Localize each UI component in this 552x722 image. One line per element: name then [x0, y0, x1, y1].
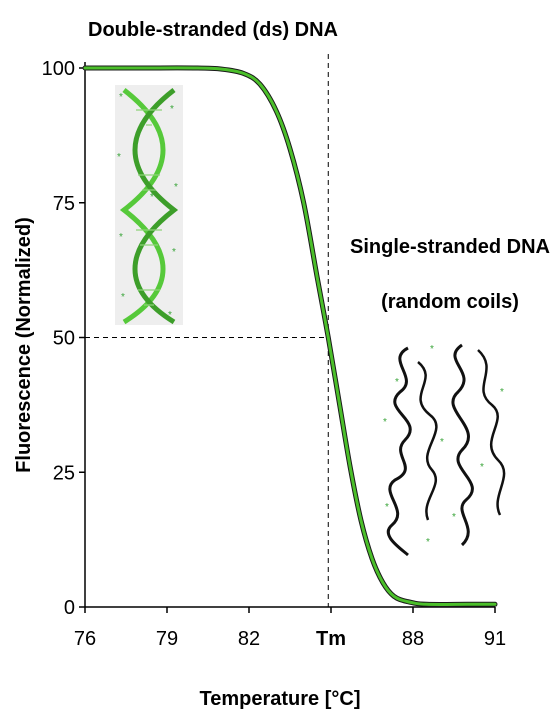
- ss-dna-annotation-line2: (random coils): [381, 291, 519, 313]
- svg-text:*: *: [119, 92, 123, 103]
- svg-text:*: *: [452, 512, 456, 523]
- svg-text:*: *: [385, 502, 389, 513]
- ds-dna-annotation: Double-stranded (ds) DNA: [88, 19, 338, 41]
- svg-text:*: *: [500, 387, 504, 398]
- svg-text:*: *: [426, 537, 430, 548]
- svg-text:*: *: [168, 310, 172, 321]
- y-tick-label: 100: [42, 58, 75, 80]
- x-tick-label: 82: [238, 628, 260, 650]
- x-tick-label: 91: [484, 628, 506, 650]
- svg-text:*: *: [174, 182, 178, 193]
- svg-text:*: *: [480, 462, 484, 473]
- x-tick-label: 88: [402, 628, 424, 650]
- x-tick-label: 76: [74, 628, 96, 650]
- random-coils-illustration: * * * * * * * * *: [383, 343, 506, 557]
- svg-text:*: *: [119, 232, 123, 243]
- tick-labels: 0 25 50 75 100 76 79 82 Tm 88 91: [42, 58, 507, 650]
- x-axis-label: Temperature [°C]: [200, 688, 361, 710]
- axes: [79, 62, 496, 613]
- reference-lines: [85, 54, 329, 607]
- svg-text:*: *: [121, 292, 125, 303]
- svg-text:*: *: [117, 152, 121, 163]
- y-axis-label: Fluorescence (Normalized): [13, 217, 35, 473]
- dna-helix-illustration: * * * * * * * * *: [115, 85, 183, 325]
- ss-dna-annotation-line1: Single-stranded DNA: [350, 236, 550, 258]
- svg-text:*: *: [395, 377, 399, 388]
- y-tick-label: 50: [53, 328, 75, 350]
- svg-text:*: *: [440, 437, 444, 448]
- y-tick-label: 0: [64, 597, 75, 619]
- x-tick-label: Tm: [316, 628, 346, 650]
- x-tick-label: 79: [156, 628, 178, 650]
- svg-text:*: *: [383, 417, 387, 428]
- y-tick-label: 25: [53, 462, 75, 484]
- svg-text:*: *: [150, 192, 154, 203]
- svg-text:*: *: [172, 247, 176, 258]
- y-tick-label: 75: [53, 193, 75, 215]
- svg-text:*: *: [170, 104, 174, 115]
- svg-text:*: *: [430, 344, 434, 355]
- plot-area: [82, 65, 498, 608]
